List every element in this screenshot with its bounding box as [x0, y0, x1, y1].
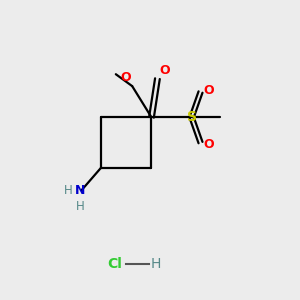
Text: O: O — [159, 64, 169, 77]
Text: O: O — [203, 84, 214, 97]
Text: H: H — [151, 257, 161, 272]
Text: O: O — [203, 138, 214, 151]
Text: N: N — [75, 184, 85, 196]
Text: Cl: Cl — [107, 257, 122, 272]
Text: H: H — [76, 200, 85, 213]
Text: H: H — [64, 184, 73, 196]
Text: O: O — [120, 71, 131, 84]
Text: S: S — [187, 110, 196, 124]
